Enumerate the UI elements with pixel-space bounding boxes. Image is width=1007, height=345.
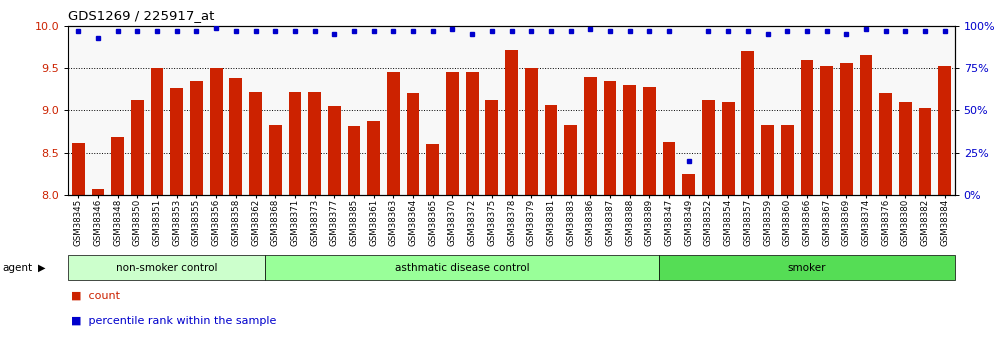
Bar	[506, 50, 518, 345]
Bar	[131, 100, 144, 345]
Bar	[190, 81, 202, 345]
Bar	[780, 125, 794, 345]
Bar	[702, 100, 715, 345]
Bar	[525, 68, 538, 345]
Bar	[230, 78, 243, 345]
Bar	[249, 92, 262, 345]
Bar	[741, 51, 754, 345]
Bar	[426, 144, 439, 345]
Bar	[407, 93, 420, 345]
Bar	[603, 81, 616, 345]
Bar	[683, 174, 695, 345]
Bar	[643, 87, 656, 345]
Bar	[387, 72, 400, 345]
Text: agent: agent	[2, 263, 32, 273]
Text: GDS1269 / 225917_at: GDS1269 / 225917_at	[68, 9, 214, 22]
Bar	[879, 93, 892, 345]
Bar	[485, 100, 498, 345]
Bar	[112, 137, 124, 345]
Bar	[269, 125, 282, 345]
Bar	[801, 60, 814, 345]
Bar	[663, 142, 676, 345]
Bar	[170, 88, 183, 345]
Bar	[722, 102, 734, 345]
Bar	[939, 67, 952, 345]
Text: ■  percentile rank within the sample: ■ percentile rank within the sample	[71, 316, 277, 326]
Bar	[840, 63, 853, 345]
Bar	[446, 72, 459, 345]
Bar	[71, 142, 85, 345]
Bar	[545, 105, 557, 345]
Bar	[860, 56, 872, 345]
Text: ■  count: ■ count	[71, 290, 121, 300]
Bar	[209, 68, 223, 345]
Text: asthmatic disease control: asthmatic disease control	[395, 263, 530, 273]
Bar	[761, 125, 774, 345]
Bar	[308, 92, 321, 345]
Bar	[564, 125, 577, 345]
Text: smoker: smoker	[787, 263, 826, 273]
Bar	[347, 126, 361, 345]
Bar	[466, 72, 478, 345]
Bar	[899, 102, 911, 345]
Bar	[623, 85, 636, 345]
Bar	[328, 106, 340, 345]
Bar	[289, 92, 301, 345]
Bar	[92, 189, 105, 345]
Bar	[151, 68, 163, 345]
Text: ▶: ▶	[38, 263, 45, 273]
Bar	[918, 108, 931, 345]
Bar	[584, 77, 597, 345]
Text: non-smoker control: non-smoker control	[116, 263, 218, 273]
Bar	[821, 67, 833, 345]
Bar	[368, 121, 380, 345]
